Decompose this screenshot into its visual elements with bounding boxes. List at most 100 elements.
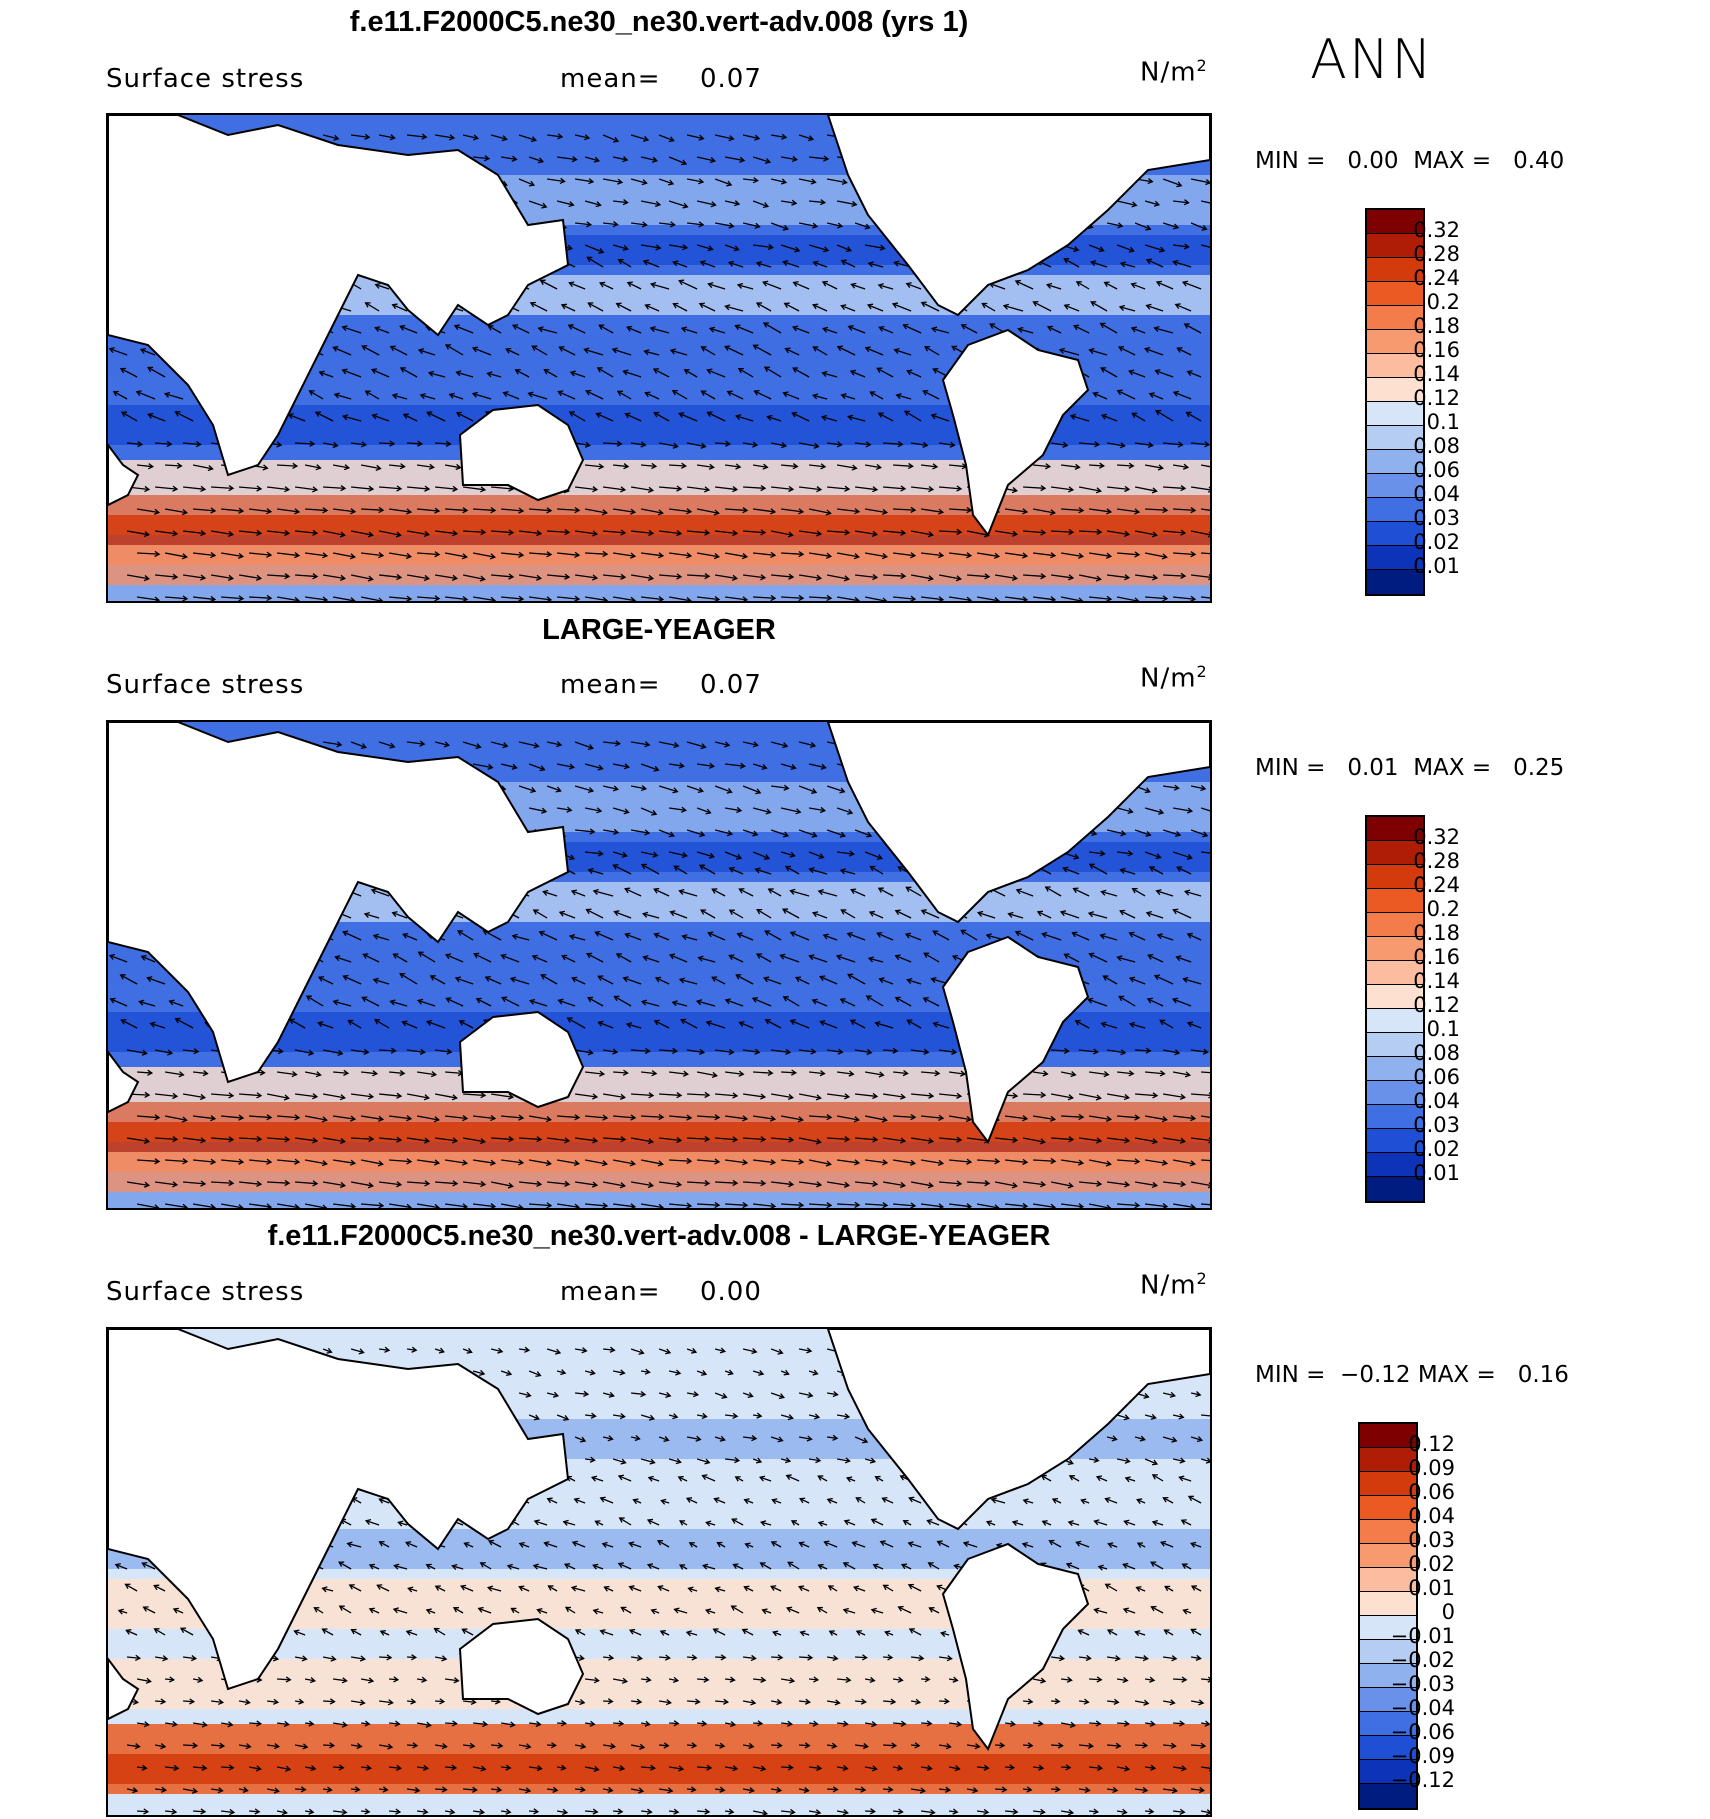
wind-arrowhead: [817, 889, 824, 896]
wind-arrow: [742, 442, 758, 446]
wind-arrowhead: [836, 345, 843, 352]
wind-arrowhead: [182, 1158, 189, 1165]
wind-arrowhead: [806, 1435, 813, 1442]
wind-arrow: [147, 977, 166, 985]
wind-arrow: [654, 933, 670, 941]
wind-arrowhead: [815, 1138, 822, 1145]
wind-arrowhead: [614, 740, 622, 747]
wind-arrowhead: [153, 508, 161, 515]
wind-arrowhead: [1046, 325, 1054, 332]
wind-arrowhead: [872, 1180, 879, 1187]
wind-arrowhead: [1195, 1654, 1202, 1662]
wind-arrowhead: [329, 1742, 336, 1749]
wind-arrow: [473, 508, 496, 512]
wind-arrow: [829, 1630, 838, 1636]
wind-arrow: [893, 508, 916, 511]
wind-arrowhead: [653, 887, 660, 894]
wind-arrow: [322, 1628, 334, 1636]
wind-arrowhead: [907, 1583, 914, 1590]
wind-arrow: [295, 574, 318, 578]
wind-arrowhead: [810, 1048, 817, 1055]
wind-arrowhead: [1202, 1048, 1209, 1055]
wind-arrowhead: [480, 486, 487, 493]
wind-arrowhead: [663, 1436, 670, 1442]
wind-arrow: [822, 327, 838, 334]
wind-arrow: [641, 1000, 660, 1007]
wind-arrow: [110, 998, 128, 1007]
wind-arrow: [277, 1115, 300, 1119]
wind-arrow: [739, 1021, 754, 1029]
wind-arrowhead: [1118, 995, 1125, 1002]
wind-arrowhead: [1190, 1541, 1197, 1548]
wind-arrowhead: [928, 1092, 935, 1099]
wind-arrowhead: [940, 1630, 947, 1638]
wind-arrowhead: [938, 1203, 945, 1208]
wind-arrowhead: [455, 463, 462, 471]
wind-arrow: [679, 1564, 688, 1570]
wind-arrow: [490, 1181, 513, 1187]
wind-arrow: [699, 864, 716, 875]
wind-arrow: [780, 1458, 791, 1462]
wind-arrow: [680, 1019, 698, 1029]
wind-arrowhead: [951, 345, 958, 352]
wind-arrow: [1117, 1203, 1140, 1207]
wind-arrow: [668, 851, 687, 857]
wind-arrow: [373, 934, 390, 941]
wind-arrowhead: [882, 1584, 889, 1591]
wind-arrowhead: [298, 1698, 305, 1705]
wind-arrowhead: [736, 806, 743, 814]
wind-arrowhead: [657, 1160, 664, 1167]
wind-arrowhead: [672, 260, 679, 267]
wind-arrow: [294, 1744, 308, 1748]
wind-arrow: [1069, 1475, 1080, 1482]
wind-arrow: [267, 574, 290, 578]
wind-arrow: [967, 1181, 990, 1185]
wind-arrow: [1005, 1115, 1027, 1120]
wind-arrow: [403, 413, 418, 422]
wind-arrowhead: [797, 1116, 804, 1123]
wind-arrow: [725, 305, 744, 312]
wind-arrowhead: [147, 412, 154, 419]
wind-arrowhead: [680, 326, 688, 333]
wind-arrowhead: [984, 1180, 991, 1187]
wind-arrow: [841, 260, 856, 268]
wind-arrowhead: [966, 506, 973, 514]
wind-arrowhead: [909, 1159, 917, 1166]
wind-arrowhead: [1201, 224, 1208, 231]
wind-arrow: [669, 464, 686, 467]
wind-arrow: [785, 348, 800, 356]
wind-arrowhead: [378, 1202, 385, 1208]
wind-arrow: [630, 829, 650, 834]
wind-arrow: [1173, 200, 1189, 204]
wind-arrow: [1046, 284, 1062, 290]
wind-arrowhead: [419, 740, 426, 747]
wind-arrowhead: [994, 1204, 1000, 1208]
wind-arrowhead: [1099, 850, 1106, 857]
wind-arrow: [512, 935, 530, 941]
wind-arrowhead: [731, 574, 739, 581]
wind-arrow: [905, 933, 922, 941]
wind-arrowhead: [752, 830, 759, 837]
wind-arrowhead: [647, 486, 655, 493]
panel-2-units: N/m2: [1140, 662, 1208, 694]
wind-arrowhead: [728, 866, 735, 873]
wind-arrow: [679, 1520, 688, 1526]
wind-arrowhead: [1134, 551, 1141, 558]
wind-arrowhead: [960, 929, 967, 936]
wind-arrowhead: [680, 1018, 687, 1025]
wind-arrowhead: [623, 763, 630, 770]
wind-arrowhead: [189, 1698, 196, 1705]
wind-arrow: [339, 1605, 352, 1614]
wind-arrowhead: [349, 553, 356, 560]
wind-arrow: [798, 222, 818, 228]
wind-arrow: [921, 301, 940, 312]
wind-arrowhead: [397, 1520, 404, 1527]
wind-arrowhead: [341, 1721, 348, 1728]
wind-arrow: [780, 807, 801, 813]
wind-arrowhead: [869, 1676, 876, 1684]
wind-arrow: [136, 1678, 151, 1683]
wind-arrowhead: [698, 302, 705, 309]
wind-arrow: [140, 348, 156, 356]
wind-arrowhead: [589, 828, 596, 835]
wind-arrow: [743, 574, 765, 579]
